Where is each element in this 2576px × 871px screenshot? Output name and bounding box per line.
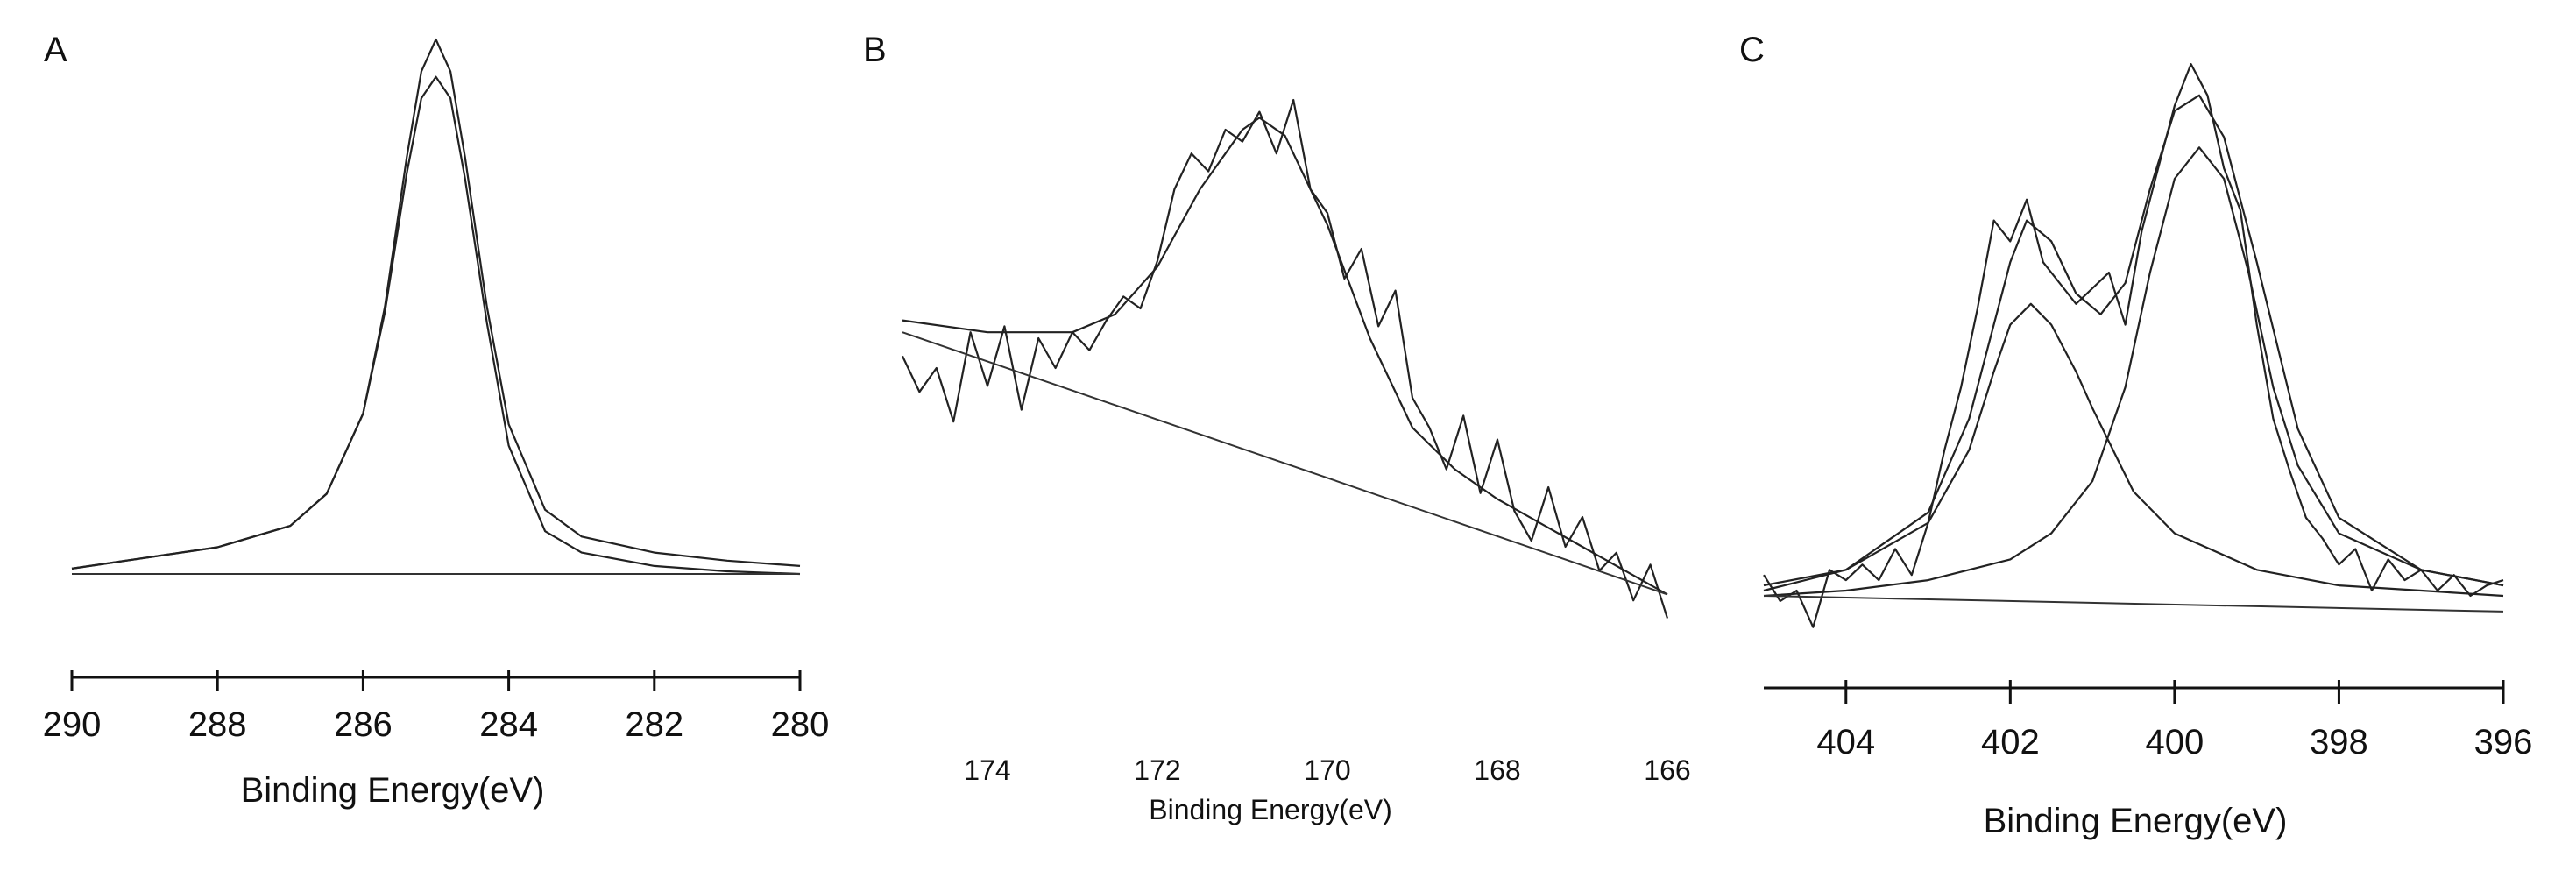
series-baseline-b-2 bbox=[902, 331, 1668, 596]
x-axis-title-b: Binding Energy(eV) bbox=[1149, 794, 1391, 825]
x-axis-title-a: Binding Energy(eV) bbox=[241, 771, 545, 810]
x-tick-label: 400 bbox=[2146, 723, 2204, 761]
chart-panel-a: 290 288 286 284 282 280 Binding Energy(eV) bbox=[43, 38, 830, 810]
series-component-c-3 bbox=[1763, 146, 2504, 598]
series-raw-b-0 bbox=[902, 98, 1669, 619]
plot-area-c bbox=[1763, 63, 2504, 628]
panel-label-b: B bbox=[863, 31, 887, 69]
x-tick-label: 170 bbox=[1304, 754, 1350, 786]
x-tick-label: 280 bbox=[771, 705, 830, 744]
x-tick-label: 168 bbox=[1474, 754, 1520, 786]
series-baseline-c-4 bbox=[1763, 595, 2504, 613]
x-ticks-c: 404 402 400 398 396 bbox=[1816, 680, 2532, 761]
x-tick-label: 402 bbox=[1981, 723, 2040, 761]
series-fit-b-1 bbox=[902, 117, 1668, 596]
panel-label-c: C bbox=[1739, 31, 1765, 69]
x-tick-label: 290 bbox=[43, 705, 102, 744]
chart-panel-b: 174 172 170 168 166 Binding Energy(eV) bbox=[902, 98, 1691, 825]
x-tick-label: 404 bbox=[1816, 723, 1875, 761]
x-tick-label: 166 bbox=[1644, 754, 1690, 786]
x-tick-label: 286 bbox=[334, 705, 393, 744]
x-ticks-b: 174 172 170 168 166 bbox=[964, 754, 1690, 786]
series-component-c-2 bbox=[1763, 302, 2504, 598]
plot-area-b bbox=[902, 98, 1669, 619]
x-tick-label: 288 bbox=[188, 705, 247, 744]
x-axis-title-c: Binding Energy(eV) bbox=[1984, 802, 2288, 840]
x-tick-label: 174 bbox=[964, 754, 1010, 786]
chart-panel-c: 404 402 400 398 396 Binding Energy(eV) bbox=[1763, 63, 2532, 840]
series-raw-c-0 bbox=[1763, 63, 2504, 628]
panel-label-a: A bbox=[44, 31, 67, 69]
x-tick-label: 396 bbox=[2474, 723, 2533, 761]
plot-area-a bbox=[71, 38, 801, 576]
series-fit-a-1 bbox=[71, 75, 801, 576]
x-tick-label: 172 bbox=[1134, 754, 1180, 786]
x-tick-label: 284 bbox=[479, 705, 538, 744]
x-tick-label: 398 bbox=[2310, 723, 2368, 761]
series-fit-c-1 bbox=[1763, 94, 2504, 587]
series-raw-a-0 bbox=[71, 38, 801, 570]
x-ticks-a: 290 288 286 284 282 280 bbox=[43, 670, 830, 744]
x-tick-label: 282 bbox=[625, 705, 683, 744]
